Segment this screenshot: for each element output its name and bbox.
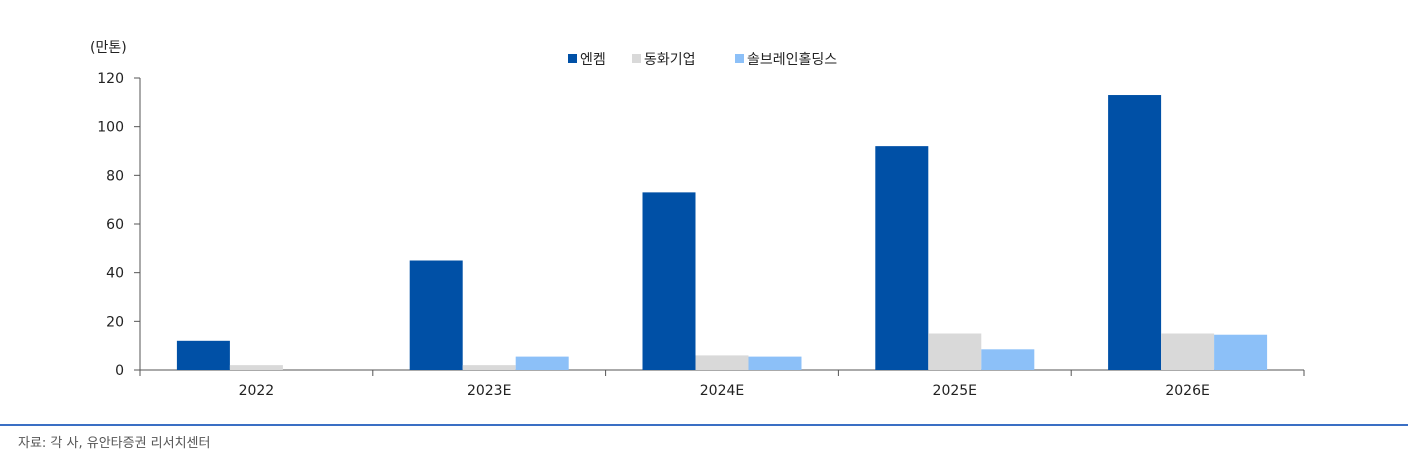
unit-label: (만톤) xyxy=(90,40,127,56)
bar xyxy=(409,260,463,370)
bar xyxy=(515,356,569,370)
legend: 엔켐 동화기업 솔브레인홀딩스 xyxy=(568,52,837,68)
bar xyxy=(1214,334,1268,370)
legend-label: 동화기업 xyxy=(644,52,696,68)
bar xyxy=(1108,95,1162,371)
legend-label: 솔브레인홀딩스 xyxy=(747,52,837,68)
y-tick-label: 0 xyxy=(115,363,124,379)
bar xyxy=(875,146,929,370)
source-divider xyxy=(0,424,1408,426)
bar xyxy=(981,349,1035,370)
y-tick-label: 80 xyxy=(106,168,124,184)
bar xyxy=(229,365,283,370)
legend-label: 엔켐 xyxy=(580,52,606,68)
x-tick-label: 2023E xyxy=(467,383,511,399)
bar xyxy=(1161,333,1215,370)
axes: 0 20 40 60 80 100 120 2022 2023E 2024E 2025E 2026E xyxy=(97,71,1305,399)
bar xyxy=(642,192,696,370)
bar xyxy=(176,340,230,370)
bar xyxy=(928,333,982,370)
x-tick-label: 2024E xyxy=(700,383,744,399)
source-note: 자료: 각 사, 유안타증권 리서치센터 xyxy=(18,436,211,451)
y-tick-label: 40 xyxy=(106,266,124,282)
y-tick-label: 60 xyxy=(106,217,124,233)
y-tick-label: 20 xyxy=(106,314,124,330)
x-tick-label: 2026E xyxy=(1165,383,1209,399)
bars xyxy=(176,95,1268,371)
bar xyxy=(695,355,749,370)
y-tick-label: 100 xyxy=(97,120,124,136)
x-tick-label: 2025E xyxy=(933,383,977,399)
x-tick-label: 2022 xyxy=(239,383,275,399)
y-tick-label: 120 xyxy=(97,71,124,87)
legend-swatch xyxy=(568,54,577,63)
legend-swatch xyxy=(632,54,641,63)
bar-chart: (만톤) 엔켐 동화기업 솔브레인홀딩스 0 20 40 60 80 100 120 2022 20… xyxy=(90,40,1305,399)
bar xyxy=(748,356,802,370)
legend-swatch xyxy=(735,54,744,63)
bar xyxy=(462,365,516,370)
